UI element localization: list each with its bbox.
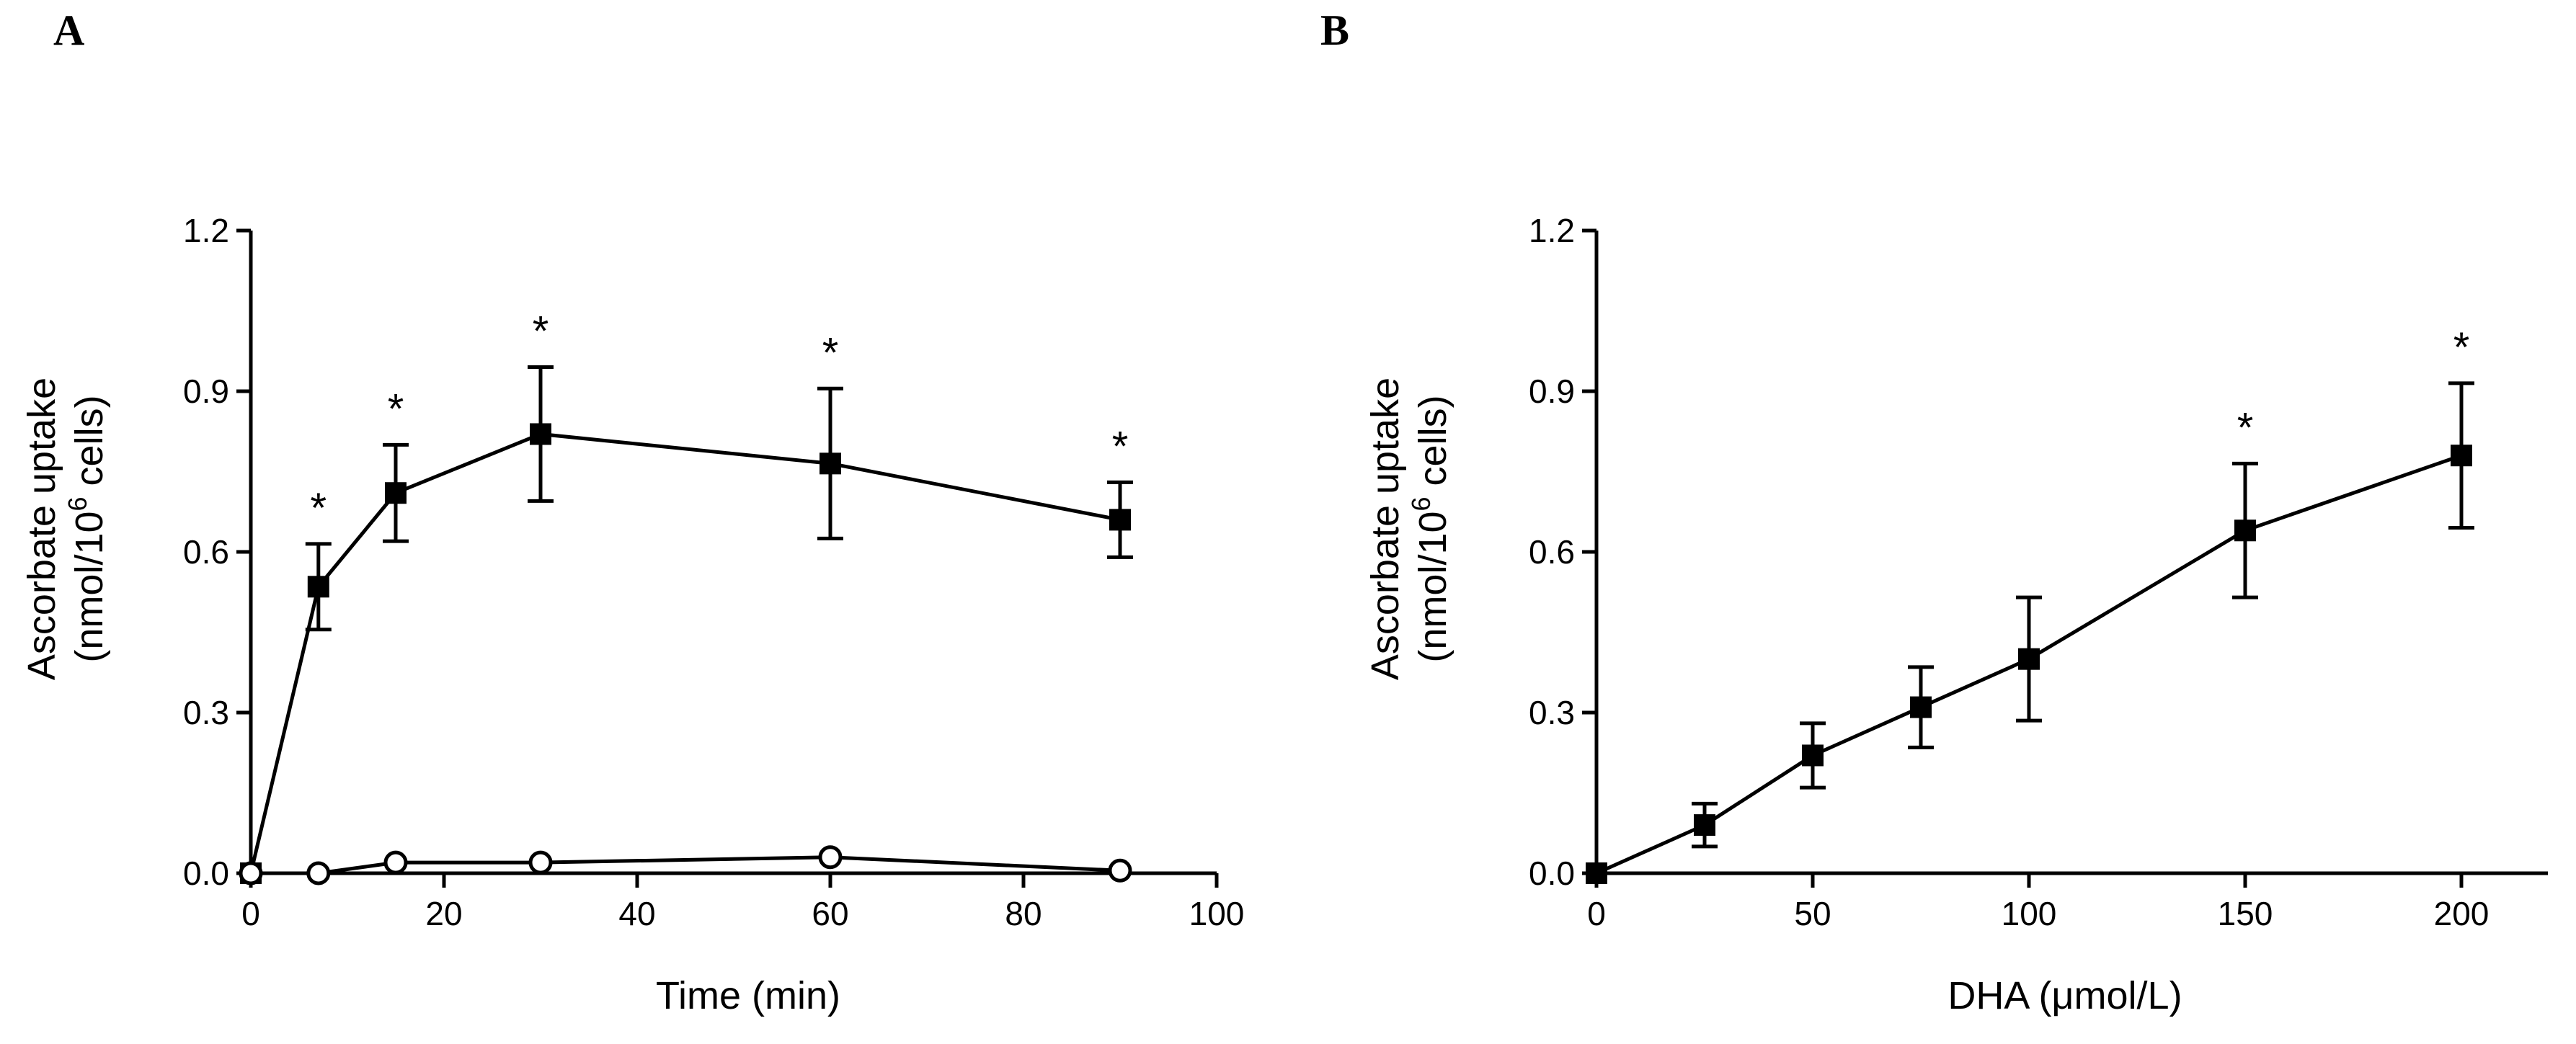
- significance-star-b: *: [2237, 404, 2254, 451]
- x-tick-label-b: 200: [2434, 895, 2490, 932]
- y-axis-title-a: Ascorbate uptake (nmol/106 cells): [20, 378, 111, 680]
- y-tick-label-b: 0.3: [1529, 694, 1575, 731]
- panel-label-a: A: [53, 6, 84, 54]
- data-point-square-a: [530, 423, 551, 445]
- y-axis-title-b: Ascorbate uptake (nmol/106 cells): [1364, 378, 1454, 680]
- y-axis-title-b-superscript: 6: [1406, 496, 1436, 511]
- x-tick-label-b: 100: [2002, 895, 2057, 932]
- chart-panel-a: A 0.0 0.3 0.6 0.9 1.2 0 20 40 60 80 100 * * * * * Time …: [20, 6, 1244, 1017]
- series-line-a-1: [251, 855, 1121, 875]
- y-tick-label-b: 0.0: [1529, 855, 1575, 892]
- significance-star-b: *: [2453, 324, 2470, 371]
- series-line-a-0: [249, 432, 1121, 874]
- x-tick-label-b: 0: [1587, 895, 1606, 932]
- x-tick-label-a: 20: [425, 895, 462, 932]
- data-point-square-b: [1694, 814, 1715, 836]
- x-tick-label-a: 100: [1189, 895, 1245, 932]
- data-point-square-b: [1802, 744, 1824, 767]
- data-point-square-a: [1109, 509, 1131, 531]
- data-point-square-b: [1586, 862, 1607, 884]
- y-tick-label-a: 0.0: [183, 855, 229, 892]
- y-tick-label-b: 0.6: [1529, 533, 1575, 571]
- x-axis-title-b: DHA (μmol/L): [1947, 974, 2182, 1017]
- data-point-square-b: [2451, 445, 2472, 467]
- x-tick-label-a: 0: [241, 895, 260, 932]
- x-tick-label-b: 150: [2218, 895, 2273, 932]
- y-tick-label-b: 1.2: [1529, 212, 1575, 249]
- data-point-circle-a: [383, 850, 408, 875]
- significance-star-a: *: [1112, 423, 1129, 470]
- panel-label-b: B: [1320, 6, 1349, 54]
- data-point-square-a: [307, 576, 329, 598]
- data-point-circle-a: [528, 850, 553, 875]
- y-axis-title-b-suffix: cells): [1411, 395, 1454, 496]
- plot-area-b: 0.0 0.3 0.6 0.9 1.2 0 50 100 150 200 * *: [1529, 212, 2548, 932]
- x-tick-label-a: 60: [812, 895, 848, 932]
- x-tick-label-a: 80: [1005, 895, 1041, 932]
- data-point-circle-a: [1108, 858, 1132, 883]
- y-axis-title-a-line1: Ascorbate uptake: [20, 378, 63, 680]
- data-point-square-a: [820, 452, 841, 475]
- y-axis-title-b-line1: Ascorbate uptake: [1364, 378, 1407, 680]
- significance-star-a: *: [533, 308, 549, 355]
- x-axis-title-a: Time (min): [656, 974, 840, 1017]
- y-tick-label-a: 1.2: [183, 212, 229, 249]
- y-axis-title-a-superscript: 6: [63, 496, 92, 511]
- plot-area-a: 0.0 0.3 0.6 0.9 1.2 0 20 40 60 80 100 * * * * *: [183, 212, 1244, 932]
- significance-star-a: *: [822, 329, 839, 376]
- data-point-circle-a: [239, 861, 263, 885]
- y-tick-label-b: 0.9: [1529, 372, 1575, 410]
- y-tick-label-a: 0.6: [183, 533, 229, 571]
- data-point-square-b: [1910, 696, 1932, 718]
- y-tick-label-a: 0.9: [183, 372, 229, 410]
- data-point-square-b: [2018, 648, 2040, 670]
- data-point-circle-a: [306, 861, 331, 885]
- chart-panel-b: B 0.0 0.3 0.6 0.9 1.2 0 50 100 150 200 * * DHA (μmo…: [1320, 6, 2548, 1017]
- y-axis-title-b-prefix: (nmol/10: [1411, 511, 1454, 662]
- data-point-square-b: [2234, 519, 2256, 542]
- y-axis-title-a-line2: (nmol/106 cells): [63, 395, 111, 662]
- data-point-circle-a: [818, 845, 843, 870]
- significance-star-a: *: [388, 385, 404, 432]
- y-axis-title-a-prefix: (nmol/10: [68, 511, 111, 662]
- y-tick-label-a: 0.3: [183, 694, 229, 731]
- y-axis-title-a-suffix: cells): [68, 395, 111, 496]
- x-tick-label-a: 40: [618, 895, 655, 932]
- significance-star-a: *: [311, 485, 327, 532]
- data-point-square-a: [385, 482, 407, 504]
- y-axis-title-b-line2: (nmol/106 cells): [1406, 395, 1454, 662]
- x-tick-label-b: 50: [1794, 895, 1831, 932]
